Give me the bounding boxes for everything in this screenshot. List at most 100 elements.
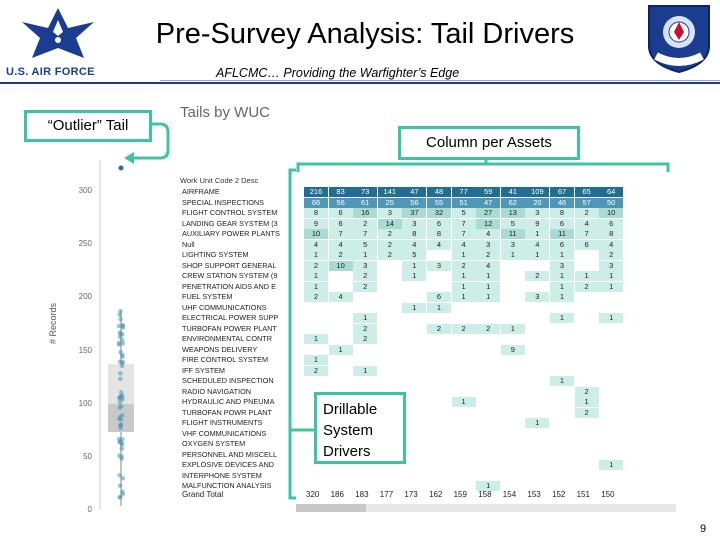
heatmap-cell[interactable] — [427, 439, 451, 449]
heatmap-cell[interactable] — [574, 365, 599, 376]
heatmap-cell[interactable] — [525, 449, 550, 460]
heatmap-cell[interactable]: 1 — [550, 313, 574, 323]
heatmap-cell[interactable] — [451, 428, 476, 439]
heatmap-cell[interactable]: 1 — [599, 281, 624, 292]
heatmap-cell[interactable] — [574, 449, 599, 460]
heatmap-cell[interactable]: 1 — [525, 250, 550, 260]
heatmap-cell[interactable]: 6 — [328, 208, 353, 218]
heatmap-cell[interactable]: 10 — [328, 260, 353, 271]
heatmap-cell[interactable] — [525, 376, 550, 386]
heatmap-cell[interactable]: 1 — [550, 281, 574, 292]
horizontal-scrollbar[interactable] — [296, 504, 676, 512]
heatmap-cell[interactable] — [525, 302, 550, 313]
heatmap-cell[interactable]: 8 — [427, 229, 451, 239]
heatmap-cell[interactable] — [427, 470, 451, 481]
heatmap-cell[interactable] — [427, 397, 451, 407]
row-label[interactable]: HYDRAULIC AND PNEUMA — [182, 397, 275, 406]
heatmap-cell[interactable] — [304, 481, 328, 491]
row-label[interactable]: TURBOFAN POWR PLANT — [182, 407, 273, 417]
heatmap-cell[interactable] — [550, 460, 574, 470]
heatmap-cell[interactable] — [476, 334, 501, 344]
heatmap-cell[interactable] — [402, 281, 427, 292]
heatmap-cell[interactable]: 10 — [304, 229, 328, 239]
heatmap-cell[interactable] — [451, 334, 476, 344]
heatmap-cell[interactable] — [500, 355, 525, 365]
heatmap-cell[interactable] — [500, 271, 525, 281]
heatmap-cell[interactable] — [304, 302, 328, 313]
heatmap-cell[interactable] — [328, 481, 353, 491]
row-label[interactable]: SPECIAL INSPECTIONS — [182, 197, 265, 207]
heatmap-cell[interactable] — [328, 271, 353, 281]
heatmap-cell[interactable]: 1 — [550, 271, 574, 281]
heatmap-cell[interactable] — [402, 355, 427, 365]
heatmap-cell[interactable] — [427, 355, 451, 365]
heatmap-cell[interactable] — [599, 418, 624, 428]
heatmap-cell[interactable]: 1 — [427, 302, 451, 313]
heatmap-cell[interactable] — [599, 334, 624, 344]
heatmap-cell[interactable]: 10 — [599, 208, 624, 218]
heatmap-cell[interactable] — [328, 376, 353, 386]
heatmap-cell[interactable]: 83 — [328, 187, 353, 197]
heatmap-cell[interactable] — [525, 281, 550, 292]
heatmap-cell[interactable]: 9 — [500, 344, 525, 355]
heatmap-cell[interactable] — [402, 407, 427, 418]
heatmap-cell[interactable]: 1 — [451, 292, 476, 302]
heatmap-cell[interactable]: 1 — [574, 397, 599, 407]
heatmap-cell[interactable]: 8 — [304, 208, 328, 218]
heatmap-cell[interactable]: 3 — [353, 260, 378, 271]
heatmap-cell[interactable] — [574, 302, 599, 313]
heatmap-cell[interactable]: 2 — [353, 271, 378, 281]
heatmap-cell[interactable] — [402, 323, 427, 334]
heatmap-cell[interactable]: 3 — [500, 239, 525, 250]
heatmap-cell[interactable] — [476, 407, 501, 418]
heatmap-cell[interactable] — [525, 481, 550, 491]
heatmap-cell[interactable] — [550, 439, 574, 449]
heatmap-cell[interactable] — [476, 449, 501, 460]
heatmap-cell[interactable]: 1 — [525, 229, 550, 239]
heatmap-cell[interactable]: 141 — [377, 187, 402, 197]
heatmap-cell[interactable]: 8 — [599, 229, 624, 239]
row-label[interactable]: FLIGHT INSTRUMENTS — [182, 418, 263, 427]
heatmap-cell[interactable] — [500, 334, 525, 344]
heatmap-cell[interactable]: 1 — [304, 250, 328, 260]
heatmap-cell[interactable] — [328, 355, 353, 365]
heatmap-cell[interactable]: 7 — [451, 229, 476, 239]
heatmap-cell[interactable]: 109 — [525, 187, 550, 197]
heatmap-cell[interactable] — [377, 344, 402, 355]
heatmap-cell[interactable]: 2 — [574, 208, 599, 218]
heatmap-cell[interactable] — [328, 470, 353, 481]
heatmap-cell[interactable]: 1 — [451, 250, 476, 260]
heatmap-cell[interactable] — [377, 302, 402, 313]
heatmap-cell[interactable] — [500, 281, 525, 292]
heatmap-cell[interactable]: 66 — [304, 197, 328, 208]
heatmap-cell[interactable] — [500, 439, 525, 449]
heatmap-cell[interactable] — [476, 302, 501, 313]
heatmap-cell[interactable]: 2 — [476, 323, 501, 334]
heatmap-cell[interactable]: 1 — [476, 281, 501, 292]
heatmap-cell[interactable] — [599, 344, 624, 355]
heatmap-cell[interactable] — [402, 397, 427, 407]
heatmap-cell[interactable]: 1 — [304, 334, 328, 344]
row-label[interactable]: CREW STATION SYSTEM (9 — [182, 271, 278, 280]
heatmap-cell[interactable] — [476, 428, 501, 439]
heatmap-cell[interactable]: 64 — [599, 187, 624, 197]
heatmap-cell[interactable] — [500, 470, 525, 481]
heatmap-cell[interactable] — [525, 460, 550, 470]
heatmap-cell[interactable] — [377, 334, 402, 344]
heatmap-cell[interactable]: 1 — [500, 250, 525, 260]
heatmap-cell[interactable] — [427, 281, 451, 292]
heatmap-cell[interactable]: 5 — [402, 250, 427, 260]
heatmap-cell[interactable]: 20 — [525, 197, 550, 208]
heatmap-cell[interactable]: 14 — [377, 218, 402, 229]
heatmap-cell[interactable] — [353, 470, 378, 481]
heatmap-cell[interactable] — [599, 355, 624, 365]
row-label[interactable]: SHOP SUPPORT GENERAL — [182, 260, 277, 270]
heatmap-cell[interactable]: 1 — [574, 271, 599, 281]
heatmap-cell[interactable] — [525, 355, 550, 365]
heatmap-cell[interactable] — [328, 365, 353, 376]
heatmap-cell[interactable] — [525, 260, 550, 271]
heatmap-cell[interactable] — [476, 365, 501, 376]
heatmap-cell[interactable] — [574, 292, 599, 302]
row-label[interactable]: OXYGEN SYSTEM — [182, 439, 246, 448]
heatmap-cell[interactable] — [599, 407, 624, 418]
